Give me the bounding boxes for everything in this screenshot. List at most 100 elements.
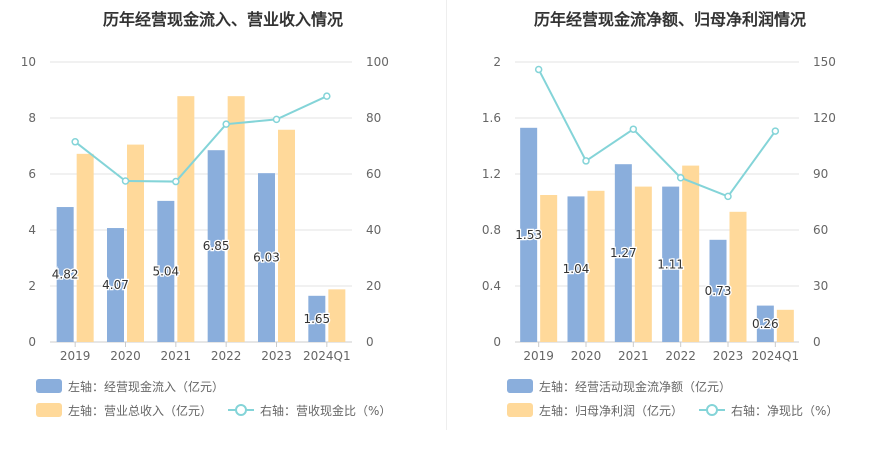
ratio-point (582, 157, 590, 165)
legend-item-net-profit[interactable]: 左轴：归母净利润（亿元） (507, 402, 683, 419)
ratio-point (534, 65, 543, 74)
left-axis-tick-label: 0.4 (482, 279, 501, 293)
bar-series1 (258, 173, 275, 342)
ratio-point (676, 173, 685, 182)
ratio-point (629, 125, 638, 133)
legend-label-net-profit: 左轴：归母净利润（亿元） (539, 403, 684, 418)
left-axis-tick-label: 0 (493, 335, 501, 349)
left-axis-tick-label: 1.2 (482, 167, 501, 181)
ratio-point (323, 92, 331, 100)
bar-series1 (662, 186, 680, 342)
chart-right-svg: 0 0 0.4 30 0.8 60 1.2 90 1.6 120 2 150 1.53 2019 1.04 2… (482, 55, 836, 363)
bar-series1 (308, 295, 326, 342)
x-axis-tick-label: 2022 (665, 349, 696, 363)
legend-item-net-cashflow[interactable]: 左轴：经营活动现金流净额（亿元） (507, 378, 731, 395)
right-axis-tick-label: 150 (813, 55, 836, 69)
bar-data-label: 1.65 (303, 312, 330, 326)
right-axis-tick-label: 60 (366, 167, 381, 181)
left-axis-tick-label: 4 (28, 223, 36, 237)
chart-panel-left: 历年经营现金流入、营业收入情况 0 0 2 20 4 40 6 60 8 80 10 100 4.82 2… (0, 0, 446, 458)
right-axis-tick-label: 0 (813, 335, 821, 349)
legend-item-revenue-cash-ratio[interactable]: 右轴：营收现金比（%） (228, 402, 391, 419)
bar-data-label: 5.04 (152, 264, 179, 278)
legend-left-row1: 左轴：经营现金流入（亿元） (36, 378, 240, 394)
left-axis-tick-label: 0 (28, 335, 36, 349)
legend-swatch-inflow (36, 379, 62, 393)
bar-series2 (587, 190, 605, 342)
legend-swatch-net-cash-ratio (699, 403, 726, 417)
bar-data-label: 4.07 (102, 278, 129, 292)
right-axis-tick-label: 0 (366, 335, 374, 349)
legend-right-row1: 左轴：经营活动现金流净额（亿元） (507, 378, 747, 394)
x-axis-tick-label: 2021 (161, 349, 192, 363)
chart-title-left: 历年经营现金流入、营业收入情况 (102, 10, 343, 29)
chart-title-right: 历年经营现金流净额、归母净利润情况 (533, 10, 806, 29)
ratio-point (121, 177, 130, 185)
legend-right-row2: 左轴：归母净利润（亿元） 右轴：净现比（%） (507, 402, 854, 418)
x-axis-tick-label: 2023 (261, 349, 292, 363)
ratio-point (724, 192, 732, 201)
x-axis-tick-label: 2024Q1 (752, 349, 800, 363)
bar-series1 (614, 164, 632, 342)
x-axis-tick-label: 2020 (110, 349, 141, 363)
bar-series2 (127, 144, 144, 342)
x-axis-tick-label: 2021 (618, 349, 649, 363)
left-axis-tick-label: 10 (21, 55, 36, 69)
legend-left-row2: 左轴：营业总收入（亿元） 右轴：营收现金比（%） (36, 402, 407, 418)
chart-left-svg: 0 0 2 20 4 40 6 60 8 80 10 100 4.82 2019 4.07 2020 5.04 2… (21, 55, 389, 363)
legend-label-revenue-cash-ratio: 右轴：营收现金比（%） (260, 403, 392, 418)
right-axis-tick-label: 90 (813, 167, 828, 181)
bar-series2 (177, 96, 195, 342)
left-axis-tick-label: 1.6 (482, 111, 501, 125)
panel-divider (446, 0, 447, 430)
bar-data-label: 0.73 (705, 284, 732, 298)
right-axis-tick-label: 120 (813, 111, 836, 125)
left-axis-tick-label: 0.8 (482, 223, 501, 237)
x-axis-tick-label: 2020 (571, 349, 602, 363)
bar-series1 (709, 239, 727, 342)
legend-swatch-revenue (36, 403, 62, 417)
left-axis-tick-label: 6 (28, 167, 36, 181)
chart-panel-right: 历年经营现金流净额、归母净利润情况 0 0 0.4 30 0.8 60 1.2 90 1.6 12… (447, 0, 893, 458)
bar-data-label: 1.27 (610, 246, 637, 260)
bar-series1 (520, 127, 538, 342)
bar-data-label: 0.26 (752, 317, 779, 331)
bar-series1 (157, 200, 175, 342)
bar-series2 (776, 309, 794, 342)
x-axis-tick-label: 2019 (523, 349, 554, 363)
bar-series2 (634, 186, 652, 342)
bar-series2 (729, 211, 747, 342)
bar-data-label: 6.85 (203, 239, 230, 253)
x-axis-tick-label: 2022 (211, 349, 242, 363)
bar-series2 (540, 195, 558, 342)
right-axis-tick-label: 40 (366, 223, 381, 237)
legend-item-revenue[interactable]: 左轴：营业总收入（亿元） (36, 402, 212, 419)
bar-series2 (328, 289, 346, 342)
right-axis-tick-label: 20 (366, 279, 381, 293)
bar-series2 (227, 96, 245, 342)
right-axis-tick-label: 60 (813, 223, 828, 237)
legend-swatch-net-cashflow (507, 379, 533, 393)
right-axis-tick-label: 30 (813, 279, 828, 293)
right-axis-tick-label: 100 (366, 55, 389, 69)
ratio-point (771, 127, 780, 135)
bar-series1 (56, 207, 74, 342)
bar-series1 (207, 150, 225, 342)
bar-series1 (567, 196, 585, 342)
right-axis-tick-label: 80 (366, 111, 381, 125)
bar-data-label: 1.11 (657, 257, 684, 271)
ratio-point (71, 138, 79, 146)
bar-data-label: 1.04 (563, 262, 590, 276)
legend-item-inflow[interactable]: 左轴：经营现金流入（亿元） (36, 378, 224, 395)
x-axis-tick-label: 2023 (713, 349, 744, 363)
ratio-point (222, 120, 230, 128)
bar-series1 (107, 228, 124, 342)
bar-data-label: 6.03 (253, 251, 280, 265)
bar-data-label: 4.82 (52, 268, 79, 282)
legend-item-net-cash-ratio[interactable]: 右轴：净现比（%） (699, 402, 838, 419)
bar-series2 (278, 129, 295, 342)
bar-series1 (756, 305, 774, 342)
legend-label-net-cash-ratio: 右轴：净现比（%） (731, 403, 839, 418)
bar-data-label: 1.53 (515, 228, 542, 242)
x-axis-tick-label: 2024Q1 (303, 349, 351, 363)
